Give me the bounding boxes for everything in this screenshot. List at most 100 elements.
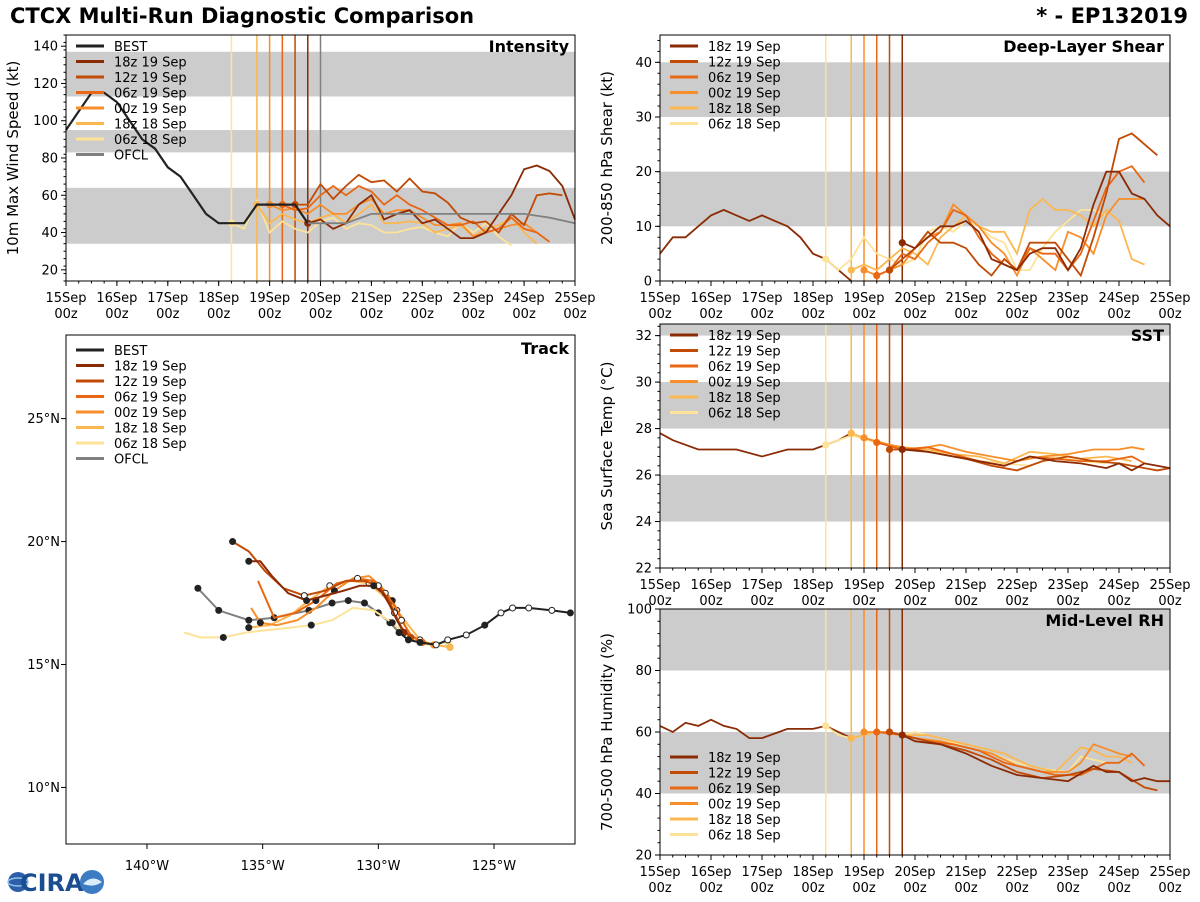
ytick-label: 140 bbox=[33, 40, 58, 55]
start-point-00z-19-sep bbox=[860, 728, 868, 736]
legend-label: 18z 19 Sep bbox=[708, 40, 781, 55]
xtick-label: 18Sep bbox=[792, 578, 833, 593]
xtick-label: 20Sep bbox=[894, 291, 935, 306]
xtick-label: 00z bbox=[1005, 881, 1029, 896]
xtick-label: 00z bbox=[156, 307, 180, 322]
band-1 bbox=[660, 609, 1170, 671]
xtick-label: 20Sep bbox=[894, 865, 935, 880]
band-0 bbox=[660, 171, 1170, 227]
xtick-label: 00z bbox=[954, 881, 978, 896]
xtick-label: 23Sep bbox=[1047, 865, 1088, 880]
cira-logo: CIRA bbox=[4, 866, 108, 898]
panel-sst: 22242628303215Sep00z16Sep00z17Sep00z18Se… bbox=[598, 323, 1191, 609]
xtick-label: 00z bbox=[801, 307, 825, 322]
xtick-label: 130°W bbox=[356, 859, 400, 874]
xtick-label: 24Sep bbox=[1098, 865, 1139, 880]
xtick-label: 18Sep bbox=[792, 865, 833, 880]
xtick-label: 00z bbox=[1107, 594, 1131, 609]
legend-label: 12z 19 Sep bbox=[708, 345, 781, 360]
track-point bbox=[395, 629, 403, 637]
xtick-label: 00z bbox=[1158, 307, 1182, 322]
y-axis-label: 200-850 hPa Shear (kt) bbox=[598, 71, 616, 245]
panel-title: Intensity bbox=[489, 37, 570, 56]
ytick-label: 24 bbox=[635, 515, 652, 530]
xtick-label: 18Sep bbox=[198, 291, 239, 306]
legend-label: 00z 19 Sep bbox=[708, 798, 781, 813]
xtick-label: 135°W bbox=[241, 859, 285, 874]
series-12z-19-sep bbox=[888, 132, 1158, 278]
track-start-18z-18-sep bbox=[446, 643, 454, 651]
xtick-label: 00z bbox=[563, 307, 587, 322]
legend-label: BEST bbox=[114, 40, 147, 55]
ytick-label: 100 bbox=[33, 114, 58, 129]
ytick-label: 20°N bbox=[27, 535, 60, 550]
track-point bbox=[370, 582, 378, 590]
xtick-label: 00z bbox=[954, 307, 978, 322]
ytick-label: 10°N bbox=[27, 781, 60, 796]
start-point-06z-18-sep bbox=[822, 255, 830, 263]
xtick-label: 140°W bbox=[125, 859, 169, 874]
legend-label: 06z 19 Sep bbox=[708, 71, 781, 86]
ytick-label: 28 bbox=[635, 422, 652, 437]
xtick-label: 00z bbox=[852, 307, 876, 322]
legend-label: OFCL bbox=[114, 149, 149, 164]
track-point bbox=[388, 619, 396, 627]
xtick-label: 00z bbox=[648, 594, 672, 609]
band-1 bbox=[660, 382, 1170, 429]
xtick-label: 21Sep bbox=[945, 291, 986, 306]
xtick-label: 00z bbox=[1158, 881, 1182, 896]
legend-label: 06z 18 Sep bbox=[708, 118, 781, 133]
xtick-label: 17Sep bbox=[741, 865, 782, 880]
ytick-label: 22 bbox=[635, 562, 652, 577]
xtick-label: 19Sep bbox=[843, 578, 884, 593]
xtick-label: 00z bbox=[1005, 307, 1029, 322]
start-point-18z-18-sep bbox=[847, 266, 855, 274]
xtick-label: 25Sep bbox=[1149, 865, 1190, 880]
globe-icon bbox=[8, 872, 28, 892]
xtick-label: 00z bbox=[1107, 881, 1131, 896]
track-point bbox=[444, 636, 452, 644]
legend-label: 00z 19 Sep bbox=[708, 87, 781, 102]
track-point bbox=[229, 538, 237, 546]
history-line bbox=[659, 432, 852, 458]
xtick-label: 00z bbox=[1056, 307, 1080, 322]
track-point bbox=[245, 624, 253, 632]
legend-label: 18z 19 Sep bbox=[114, 56, 187, 71]
track-point bbox=[245, 616, 253, 624]
xtick-label: 24Sep bbox=[1098, 291, 1139, 306]
xtick-label: 19Sep bbox=[843, 865, 884, 880]
start-point-00z-19-sep bbox=[860, 434, 868, 442]
xtick-label: 16Sep bbox=[690, 291, 731, 306]
series-18z-19-sep bbox=[901, 734, 1170, 783]
track-point bbox=[344, 597, 352, 605]
series-18z-19-sep bbox=[902, 448, 1171, 472]
legend-label: 18z 18 Sep bbox=[708, 813, 781, 828]
xtick-label: 00z bbox=[258, 307, 282, 322]
ytick-label: 60 bbox=[41, 189, 58, 204]
y-axis-label: 700-500 hPa Humidity (%) bbox=[598, 633, 616, 831]
band-1 bbox=[660, 62, 1170, 117]
start-point-06z-19-sep bbox=[873, 728, 881, 736]
legend-label: 12z 19 Sep bbox=[708, 56, 781, 71]
ytick-label: 10 bbox=[635, 220, 652, 235]
xtick-label: 00z bbox=[1056, 594, 1080, 609]
start-point-06z-18-sep bbox=[822, 722, 830, 730]
panel-track: 140°W 135°W 130°W 125°W 10°N 15°N 20°N 25°N Trac… bbox=[27, 334, 576, 874]
xtick-label: 00z bbox=[852, 881, 876, 896]
start-point-12z-19-sep bbox=[885, 266, 894, 274]
xtick-label: 00z bbox=[648, 881, 672, 896]
xtick-label: 00z bbox=[360, 307, 384, 322]
xtick-label: 25Sep bbox=[554, 291, 595, 306]
track-point bbox=[432, 641, 440, 649]
start-point-12z-19-sep bbox=[885, 445, 894, 454]
xtick-label: 00z bbox=[207, 307, 231, 322]
series-18z-18-sep bbox=[850, 197, 1145, 272]
xtick-label: 00z bbox=[750, 307, 774, 322]
ytick-label: 80 bbox=[635, 664, 652, 679]
start-point-06z-19-sep bbox=[873, 438, 881, 447]
legend-label: 06z 18 Sep bbox=[708, 829, 781, 844]
ytick-label: 20 bbox=[41, 263, 58, 278]
xtick-label: 19Sep bbox=[843, 291, 884, 306]
xtick-label: 16Sep bbox=[690, 865, 731, 880]
panel-title: Mid-Level RH bbox=[1045, 611, 1164, 630]
